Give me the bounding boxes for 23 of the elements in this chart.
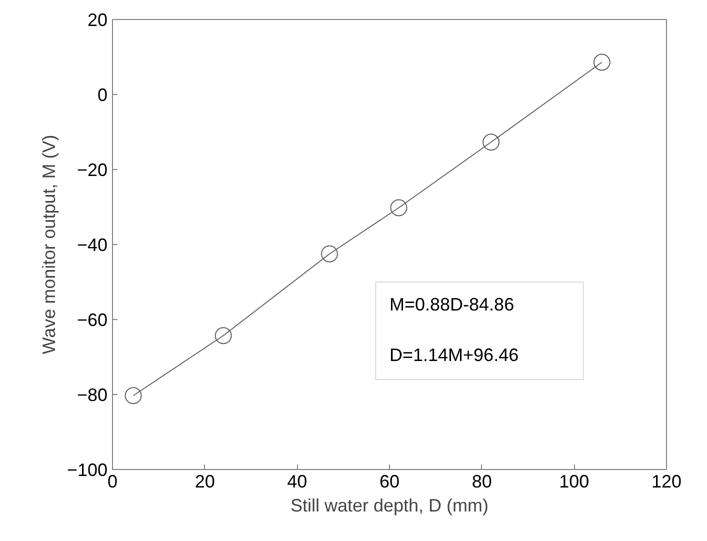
x-tick-label: 40: [287, 472, 308, 492]
x-tick-label: 100: [559, 472, 590, 492]
x-tick-label: 60: [379, 472, 400, 492]
y-axis-title: Wave monitor output, M (V): [38, 134, 59, 354]
point: [390, 199, 408, 216]
y-tick-label: 0: [97, 85, 108, 105]
y-tick-label: −80: [76, 385, 108, 405]
annotation: D=1.14M+96.46: [390, 345, 519, 366]
point: [320, 245, 338, 262]
x-axis-title: Still water depth, D (mm): [290, 496, 489, 516]
point: [214, 327, 232, 344]
x-tick-label: 120: [651, 472, 682, 492]
annotation: M=0.88D-84.86: [390, 294, 514, 314]
point: [124, 387, 142, 404]
y-tick-label: −100: [66, 460, 108, 480]
y-tick-label: −40: [76, 235, 108, 255]
y-tick-label: −60: [76, 310, 108, 330]
y-tick-label: 20: [87, 10, 108, 30]
point: [482, 134, 500, 151]
x-tick-label: 80: [472, 472, 492, 492]
x-tick-label: 20: [194, 472, 215, 492]
point: [593, 54, 610, 71]
y-tick-label: −20: [76, 160, 108, 180]
